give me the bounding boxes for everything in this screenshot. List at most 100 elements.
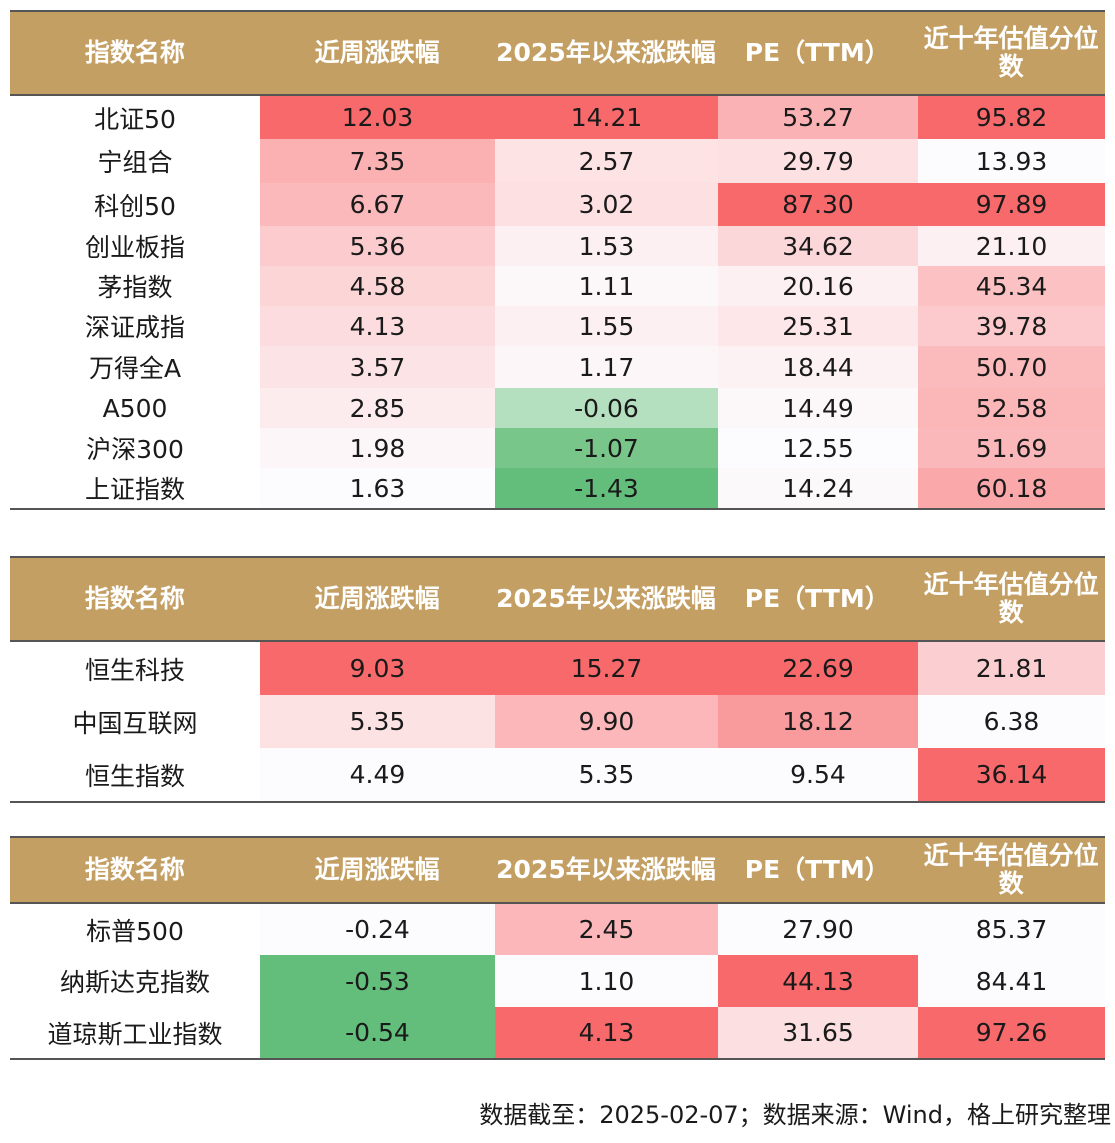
cell-pct: 21.81 bbox=[918, 642, 1105, 695]
cell-ytd: 1.11 bbox=[495, 266, 718, 306]
cell-pct: 45.34 bbox=[918, 266, 1105, 306]
cell-pe: 14.49 bbox=[718, 388, 918, 428]
cell-week: -0.54 bbox=[260, 1007, 495, 1058]
cell-pe: 9.54 bbox=[718, 748, 918, 801]
cell-week: -0.24 bbox=[260, 904, 495, 955]
cell-pe: 44.13 bbox=[718, 955, 918, 1007]
cell-pe: 53.27 bbox=[718, 96, 918, 139]
cell-pe: 29.79 bbox=[718, 139, 918, 183]
cell-week: 3.57 bbox=[260, 346, 495, 388]
header-name: 指数名称 bbox=[84, 38, 185, 67]
cell-week: 4.58 bbox=[260, 266, 495, 306]
table-a-shares: 指数名称 近周涨跌幅 2025年以来涨跌幅 PE（TTM） 近十年估值分位数 北证50 12… bbox=[10, 10, 1105, 510]
cell-pe: 27.90 bbox=[718, 904, 918, 955]
cell-pct: 51.69 bbox=[918, 428, 1105, 468]
cell-pe: 34.62 bbox=[718, 226, 918, 266]
cell-ytd: -1.07 bbox=[495, 428, 718, 468]
cell-week: 4.49 bbox=[260, 748, 495, 801]
cell-ytd: 14.21 bbox=[495, 96, 718, 139]
header-ytd: 2025年以来涨跌幅 bbox=[496, 855, 716, 884]
cell-pe: 14.24 bbox=[718, 468, 918, 508]
header-week: 近周涨跌幅 bbox=[314, 584, 440, 613]
cell-pct: 21.10 bbox=[918, 226, 1105, 266]
cell-index-name: 标普500 bbox=[86, 916, 184, 946]
table-row: 深证成指 4.13 1.55 25.31 39.78 bbox=[10, 306, 1105, 346]
cell-week: 1.63 bbox=[260, 468, 495, 508]
cell-pe: 22.69 bbox=[718, 642, 918, 695]
header-week: 近周涨跌幅 bbox=[314, 38, 440, 67]
cell-index-name: 纳斯达克指数 bbox=[59, 968, 210, 997]
table-row: 创业板指 5.36 1.53 34.62 21.10 bbox=[10, 226, 1105, 266]
cell-ytd: 1.10 bbox=[495, 955, 718, 1007]
cell-index-name: 恒生指数 bbox=[84, 761, 185, 791]
source-note: 数据截至：2025-02-07；数据来源：Wind，格上研究整理 bbox=[479, 1101, 1111, 1129]
cell-index-name: 道琼斯工业指数 bbox=[47, 1019, 223, 1049]
cell-week: 4.13 bbox=[260, 306, 495, 346]
cell-pct: 95.82 bbox=[918, 96, 1105, 139]
cell-pct: 13.93 bbox=[918, 139, 1105, 183]
table-hong-kong: 指数名称 近周涨跌幅 2025年以来涨跌幅 PE（TTM） 近十年估值分位数 恒生科技 9.… bbox=[10, 556, 1105, 803]
cell-week: 6.67 bbox=[260, 183, 495, 226]
table-row: 北证50 12.03 14.21 53.27 95.82 bbox=[10, 96, 1105, 139]
cell-ytd: 5.35 bbox=[495, 748, 718, 801]
cell-week: 1.98 bbox=[260, 428, 495, 468]
cell-ytd: 2.57 bbox=[495, 139, 718, 183]
header-pe: PE（TTM） bbox=[744, 584, 890, 613]
cell-index-name: 茅指数 bbox=[97, 273, 173, 302]
header-row: 指数名称 近周涨跌幅 2025年以来涨跌幅 PE（TTM） 近十年估值分位数 bbox=[10, 10, 1105, 96]
table-row: 科创50 6.67 3.02 87.30 97.89 bbox=[10, 183, 1105, 226]
cell-pct: 52.58 bbox=[918, 388, 1105, 428]
header-pe: PE（TTM） bbox=[744, 38, 890, 67]
cell-index-name: 中国互联网 bbox=[72, 708, 198, 738]
header-pct: 近十年估值分位数 bbox=[923, 24, 1099, 81]
cell-pct: 85.37 bbox=[918, 904, 1105, 955]
cell-week: 12.03 bbox=[260, 96, 495, 139]
cell-index-name: 上证指数 bbox=[84, 475, 185, 504]
table-row: 标普500 -0.24 2.45 27.90 85.37 bbox=[10, 904, 1105, 955]
cell-pct: 84.41 bbox=[918, 955, 1105, 1007]
cell-pct: 36.14 bbox=[918, 748, 1105, 801]
cell-week: 7.35 bbox=[260, 139, 495, 183]
cell-index-name: 沪深300 bbox=[86, 435, 184, 464]
table-row: 万得全A 3.57 1.17 18.44 50.70 bbox=[10, 346, 1105, 388]
cell-ytd: 4.13 bbox=[495, 1007, 718, 1058]
cell-ytd: -1.43 bbox=[495, 468, 718, 508]
cell-index-name: 深证成指 bbox=[84, 313, 185, 342]
cell-index-name: 创业板指 bbox=[84, 233, 185, 262]
cell-pct: 50.70 bbox=[918, 346, 1105, 388]
cell-index-name: 北证50 bbox=[94, 104, 176, 134]
table-row: 纳斯达克指数 -0.53 1.10 44.13 84.41 bbox=[10, 955, 1105, 1007]
table-row: 道琼斯工业指数 -0.54 4.13 31.65 97.26 bbox=[10, 1007, 1105, 1058]
cell-ytd: 1.53 bbox=[495, 226, 718, 266]
cell-ytd: -0.06 bbox=[495, 388, 718, 428]
cell-index-name: 恒生科技 bbox=[84, 655, 185, 685]
cell-week: 2.85 bbox=[260, 388, 495, 428]
header-ytd: 2025年以来涨跌幅 bbox=[496, 584, 716, 613]
cell-pe: 20.16 bbox=[718, 266, 918, 306]
cell-ytd: 15.27 bbox=[495, 642, 718, 695]
header-name: 指数名称 bbox=[84, 584, 185, 613]
cell-pct: 97.26 bbox=[918, 1007, 1105, 1058]
cell-pct: 6.38 bbox=[918, 695, 1105, 748]
table-us: 指数名称 近周涨跌幅 2025年以来涨跌幅 PE（TTM） 近十年估值分位数 标普500 -… bbox=[10, 836, 1105, 1060]
cell-ytd: 9.90 bbox=[495, 695, 718, 748]
cell-pe: 12.55 bbox=[718, 428, 918, 468]
cell-pe: 25.31 bbox=[718, 306, 918, 346]
table-row: 恒生科技 9.03 15.27 22.69 21.81 bbox=[10, 642, 1105, 695]
header-pe: PE（TTM） bbox=[744, 855, 890, 884]
header-week: 近周涨跌幅 bbox=[314, 855, 440, 884]
header-pct: 近十年估值分位数 bbox=[923, 841, 1099, 898]
cell-pct: 97.89 bbox=[918, 183, 1105, 226]
cell-index-name: A500 bbox=[102, 393, 168, 423]
cell-week: 5.36 bbox=[260, 226, 495, 266]
cell-index-name: 宁组合 bbox=[97, 148, 173, 177]
header-pct: 近十年估值分位数 bbox=[923, 570, 1099, 627]
cell-ytd: 2.45 bbox=[495, 904, 718, 955]
cell-pct: 39.78 bbox=[918, 306, 1105, 346]
cell-pe: 31.65 bbox=[718, 1007, 918, 1058]
table-row: A500 2.85 -0.06 14.49 52.58 bbox=[10, 388, 1105, 428]
table-row: 中国互联网 5.35 9.90 18.12 6.38 bbox=[10, 695, 1105, 748]
cell-week: 5.35 bbox=[260, 695, 495, 748]
table-row: 恒生指数 4.49 5.35 9.54 36.14 bbox=[10, 748, 1105, 801]
